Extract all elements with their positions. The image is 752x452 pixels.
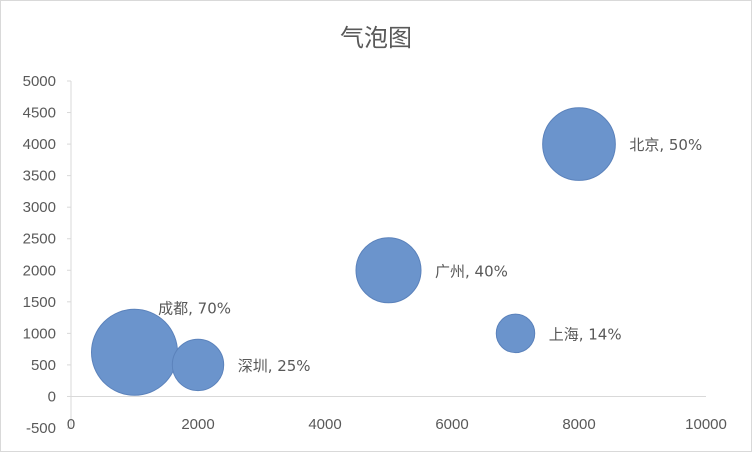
x-tick-label: 2000 bbox=[181, 416, 214, 433]
bubble-point bbox=[171, 338, 225, 392]
bubble-data-label: 深圳, 25% bbox=[238, 357, 311, 375]
bubble-point bbox=[355, 237, 422, 304]
y-tick-label: 0 bbox=[48, 388, 56, 405]
bubble-point bbox=[91, 308, 178, 396]
y-tick-label: 1500 bbox=[23, 294, 56, 311]
y-tick-label: 5000 bbox=[23, 73, 56, 90]
data-labels: 北京, 50% 广州, 40% 上海, 14% 成都, 70% 深圳, 25% bbox=[158, 136, 702, 375]
bubble-point bbox=[542, 107, 616, 181]
bubble-data-label: 上海, 14% bbox=[549, 325, 622, 343]
bubble-point bbox=[495, 313, 536, 354]
x-tick-label: 0 bbox=[67, 416, 75, 433]
x-tick-label: 4000 bbox=[308, 416, 341, 433]
bubble-data-label: 广州, 40% bbox=[435, 262, 508, 280]
y-tick-label: 3000 bbox=[23, 199, 56, 216]
chart-title: 气泡图 bbox=[340, 24, 412, 52]
y-tick-label: -500 bbox=[26, 420, 56, 437]
y-tick-label: 2500 bbox=[23, 231, 56, 248]
y-tick-label: 3500 bbox=[23, 168, 56, 185]
y-tick-label: 4000 bbox=[23, 136, 56, 153]
y-tick-label: 1000 bbox=[23, 325, 56, 342]
bubble-data-label: 北京, 50% bbox=[629, 136, 702, 154]
x-tick-label: 6000 bbox=[435, 416, 468, 433]
x-tick-label: 8000 bbox=[562, 416, 595, 433]
y-tick-label: 500 bbox=[31, 357, 56, 374]
bubble-data-label: 成都, 70% bbox=[158, 300, 231, 318]
y-tick-label: 4500 bbox=[23, 105, 56, 122]
axes: -500 0 500 1000 1500 2000 2500 3000 3500 4000 4500… bbox=[23, 73, 727, 437]
x-tick-label: 10000 bbox=[685, 416, 727, 433]
bubbles bbox=[91, 107, 616, 396]
y-tick-label: 2000 bbox=[23, 262, 56, 279]
